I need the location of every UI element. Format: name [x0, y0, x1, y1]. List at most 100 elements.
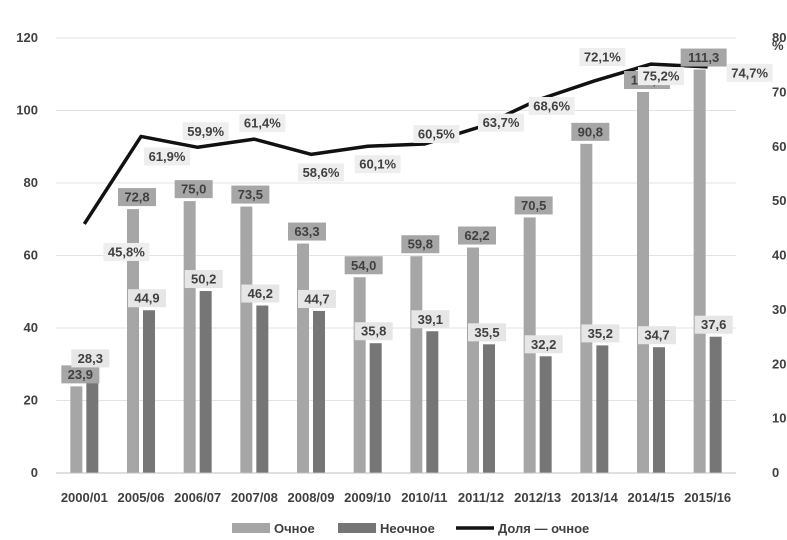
y-right-tick-label: 50 [772, 193, 786, 208]
data-label-share-bg [144, 147, 190, 166]
data-label-ochnoe: 59,8 [408, 237, 433, 252]
y-right-tick-label: 40 [772, 248, 786, 263]
data-label-ochnoe: 62,2 [464, 228, 489, 243]
legend: Очное Неочное Доля — очное [232, 521, 589, 536]
data-label-share-bg [638, 67, 684, 86]
bar-neochnoe [426, 331, 439, 473]
y-right-tick-label: 60 [772, 139, 786, 154]
share-line [82, 62, 708, 225]
data-label-neochnoe: 35,8 [361, 324, 386, 339]
y-right-tick-label: 10 [772, 411, 786, 426]
x-tick-label: 2012/13 [514, 490, 561, 505]
data-label-ochnoe: 72,8 [124, 190, 149, 205]
data-label-neochnoe: 39,1 [418, 312, 443, 327]
data-label-neochnoe-bg [354, 322, 393, 341]
y-right-tick-label: 80 [772, 30, 786, 45]
data-label-neochnoe-bg [581, 324, 620, 343]
data-label-neochnoe: 35,2 [588, 326, 613, 341]
bar-ochnoe [240, 206, 253, 473]
bar-neochnoe [539, 356, 552, 473]
data-label-share: 58,6% [303, 165, 340, 180]
y-left-tick-label: 60 [24, 248, 38, 263]
y-right-tick-label: 70 [772, 84, 786, 99]
legend-label-share: Доля — очное [498, 521, 589, 536]
data-label-neochnoe-bg [71, 349, 110, 368]
data-label-neochnoe-bg [468, 323, 506, 342]
data-label-share: 63,7% [483, 115, 520, 130]
bar-ochnoe [183, 201, 196, 473]
data-label-share-bg [413, 125, 460, 144]
legend-label-neochnoe: Неочное [380, 521, 435, 536]
y-left-tick-label: 120 [16, 30, 38, 45]
data-label-ochnoe-bg [571, 122, 610, 141]
data-label-neochnoe-bg [241, 284, 280, 303]
data-label-share: 75,2% [643, 69, 680, 84]
data-label-neochnoe: 34,7 [644, 328, 669, 343]
bar-ochnoe [297, 243, 309, 473]
data-label-neochnoe: 50,2 [191, 272, 216, 287]
gridlines [56, 37, 736, 474]
data-label-ochnoe: 63,3 [294, 224, 319, 239]
data-label-ochnoe-bg [401, 235, 440, 254]
data-label-share: 59,9% [187, 124, 224, 139]
data-label-neochnoe-bg [298, 289, 336, 308]
bar-ochnoe [410, 256, 423, 473]
y-left-tick-label: 40 [24, 320, 38, 335]
data-label-share-bg [182, 122, 229, 141]
data-label-ochnoe: 23,9 [68, 367, 93, 382]
data-label-share: 60,1% [359, 157, 396, 172]
legend-swatch-neochnoe [338, 523, 376, 533]
data-label-neochnoe-bg [638, 326, 676, 345]
data-label-share: 61,9% [149, 149, 186, 164]
data-label-ochnoe-bg [344, 256, 383, 275]
bar-neochnoe [369, 343, 382, 473]
data-label-share: 74,7% [731, 65, 768, 80]
data-label-share-bg [103, 242, 150, 261]
legend-swatch-ochnoe [232, 523, 270, 533]
y-right-tick-label: 0 [772, 465, 779, 480]
bar-neochnoe [653, 347, 665, 473]
x-tick-label: 2011/12 [458, 490, 504, 505]
x-tick-label: 2010/11 [401, 490, 447, 505]
data-label-ochnoe: 75,0 [181, 182, 206, 197]
bar-ochnoe [467, 247, 479, 473]
bar-ochnoe [127, 209, 139, 473]
data-label-ochnoe: 54,0 [351, 258, 376, 273]
data-label-ochnoe-bg [61, 365, 100, 384]
data-label-ochnoe: 90,8 [578, 124, 603, 139]
data-label-neochnoe: 28,3 [78, 351, 103, 366]
data-label-neochnoe-bg [411, 310, 450, 329]
bar-ochnoe [637, 92, 649, 473]
y-left-tick-label: 80 [24, 175, 38, 190]
data-label-share: 60,5% [418, 127, 455, 142]
data-labels: 23,928,3 45,8% 72,8 44,9 61,9% 75,0 50,2 59,9% 7… [61, 47, 773, 384]
share-line-path [82, 62, 708, 225]
y-right-tick-label: 30 [772, 302, 786, 317]
data-label-share: 68,6% [533, 98, 570, 113]
data-label-share: 72,1% [584, 49, 621, 64]
x-tick-label: 2014/15 [628, 490, 675, 505]
bars [70, 69, 722, 473]
data-label-share: 45,8% [108, 244, 145, 259]
data-label-ochnoe-bg [231, 185, 270, 204]
data-label-share-bg [239, 114, 286, 133]
bar-ochnoe [353, 277, 366, 473]
data-label-ochnoe: 111,3 [688, 50, 719, 65]
bar-ochnoe [580, 143, 593, 473]
data-label-neochnoe: 35,5 [474, 325, 499, 340]
bar-neochnoe [313, 310, 325, 473]
data-label-ochnoe: 73,5 [238, 187, 263, 202]
data-label-ochnoe-bg [288, 222, 326, 241]
bar-neochnoe [199, 291, 212, 473]
data-label-ochnoe-bg [118, 188, 156, 207]
data-label-neochnoe: 44,9 [134, 291, 159, 306]
x-tick-label: 2007/08 [231, 490, 278, 505]
data-label-neochnoe: 46,2 [248, 286, 273, 301]
legend-label-ochnoe: Очное [274, 521, 315, 536]
bar-ochnoe [70, 386, 83, 473]
data-label-ochnoe-bg [514, 196, 553, 215]
x-tick-label: 2000/01 [61, 490, 108, 505]
data-label-share-bg [726, 63, 773, 82]
bar-neochnoe [256, 305, 269, 473]
